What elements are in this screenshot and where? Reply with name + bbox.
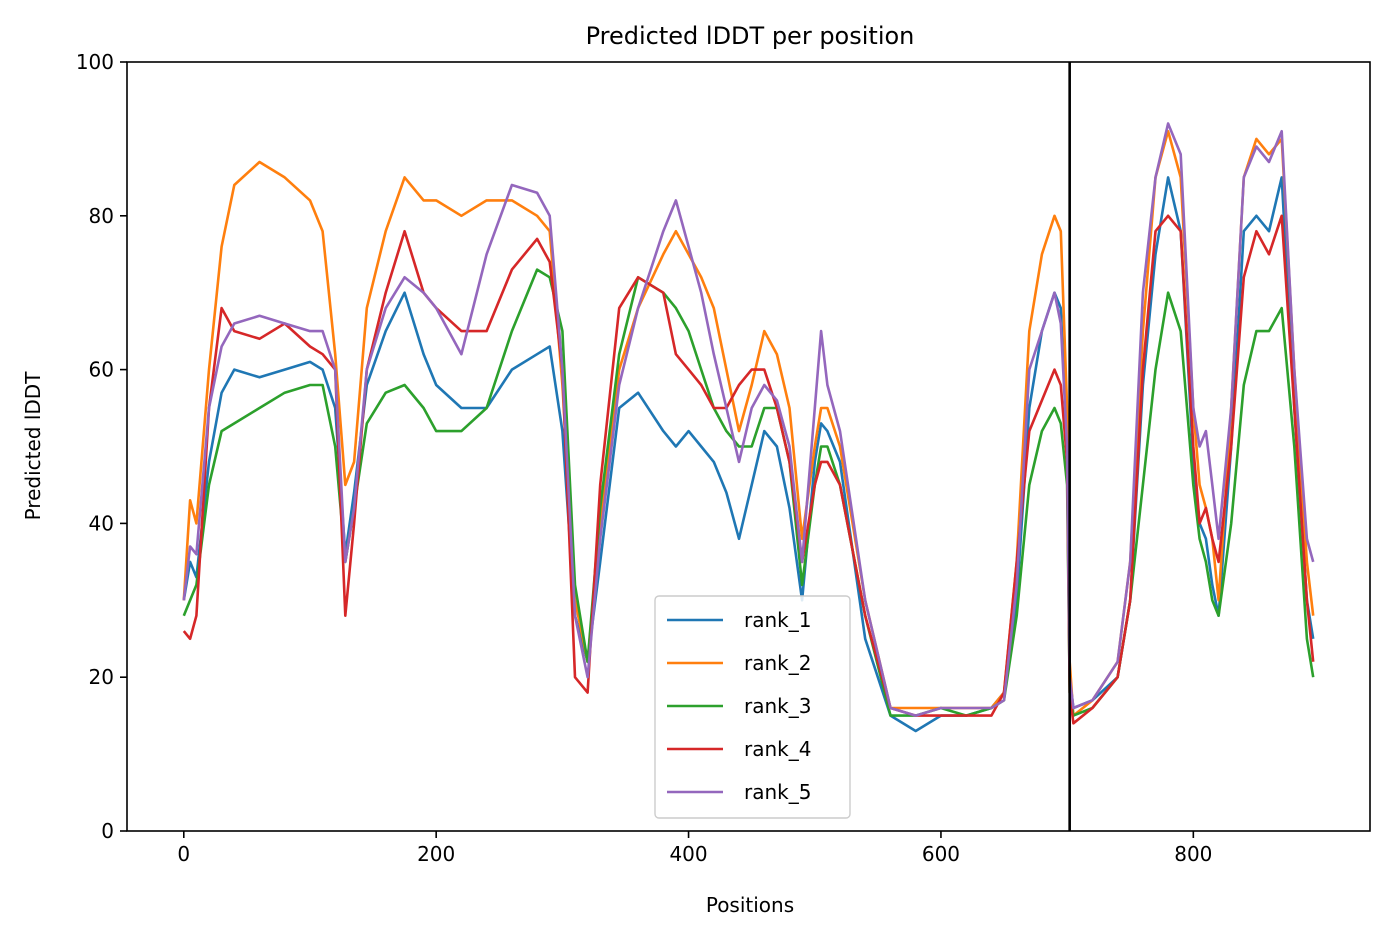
series-line-rank-3 [182, 268, 1315, 717]
y-tick-label: 0 [101, 819, 114, 843]
legend-label: rank_2 [744, 651, 811, 675]
series-line-rank-1 [182, 176, 1315, 733]
y-axis-ticks: 0 20 40 60 80 100 [76, 50, 127, 843]
x-axis-label: Positions [706, 893, 794, 917]
legend-box [654, 595, 851, 819]
legend-label: rank_5 [744, 780, 811, 804]
series-layer [182, 122, 1315, 733]
x-axis-ticks: 0 200 400 600 800 [177, 831, 1212, 866]
y-tick-label: 40 [89, 511, 114, 535]
y-tick-label: 20 [89, 665, 114, 689]
plot-border [126, 61, 1371, 832]
y-tick-label: 60 [89, 358, 114, 382]
legend: rank_1 rank_2 rank_3 rank_4 rank_5 [654, 595, 851, 819]
legend-items: rank_1 rank_2 rank_3 rank_4 rank_5 [667, 608, 811, 804]
series-line-rank-2 [182, 129, 1315, 717]
legend-label: rank_3 [744, 694, 811, 718]
legend-label: rank_4 [744, 737, 811, 761]
x-tick-label: 600 [922, 842, 960, 866]
y-tick-label: 100 [76, 50, 114, 74]
x-tick-label: 0 [177, 842, 190, 866]
legend-label: rank_1 [744, 608, 811, 632]
y-axis-label: Predicted lDDT [21, 371, 45, 521]
x-tick-label: 200 [417, 842, 455, 866]
series-line-rank-5 [182, 122, 1315, 717]
chart-title: Predicted lDDT per position [586, 22, 915, 50]
y-tick-label: 80 [89, 204, 114, 228]
x-tick-label: 400 [669, 842, 707, 866]
x-tick-label: 800 [1174, 842, 1212, 866]
